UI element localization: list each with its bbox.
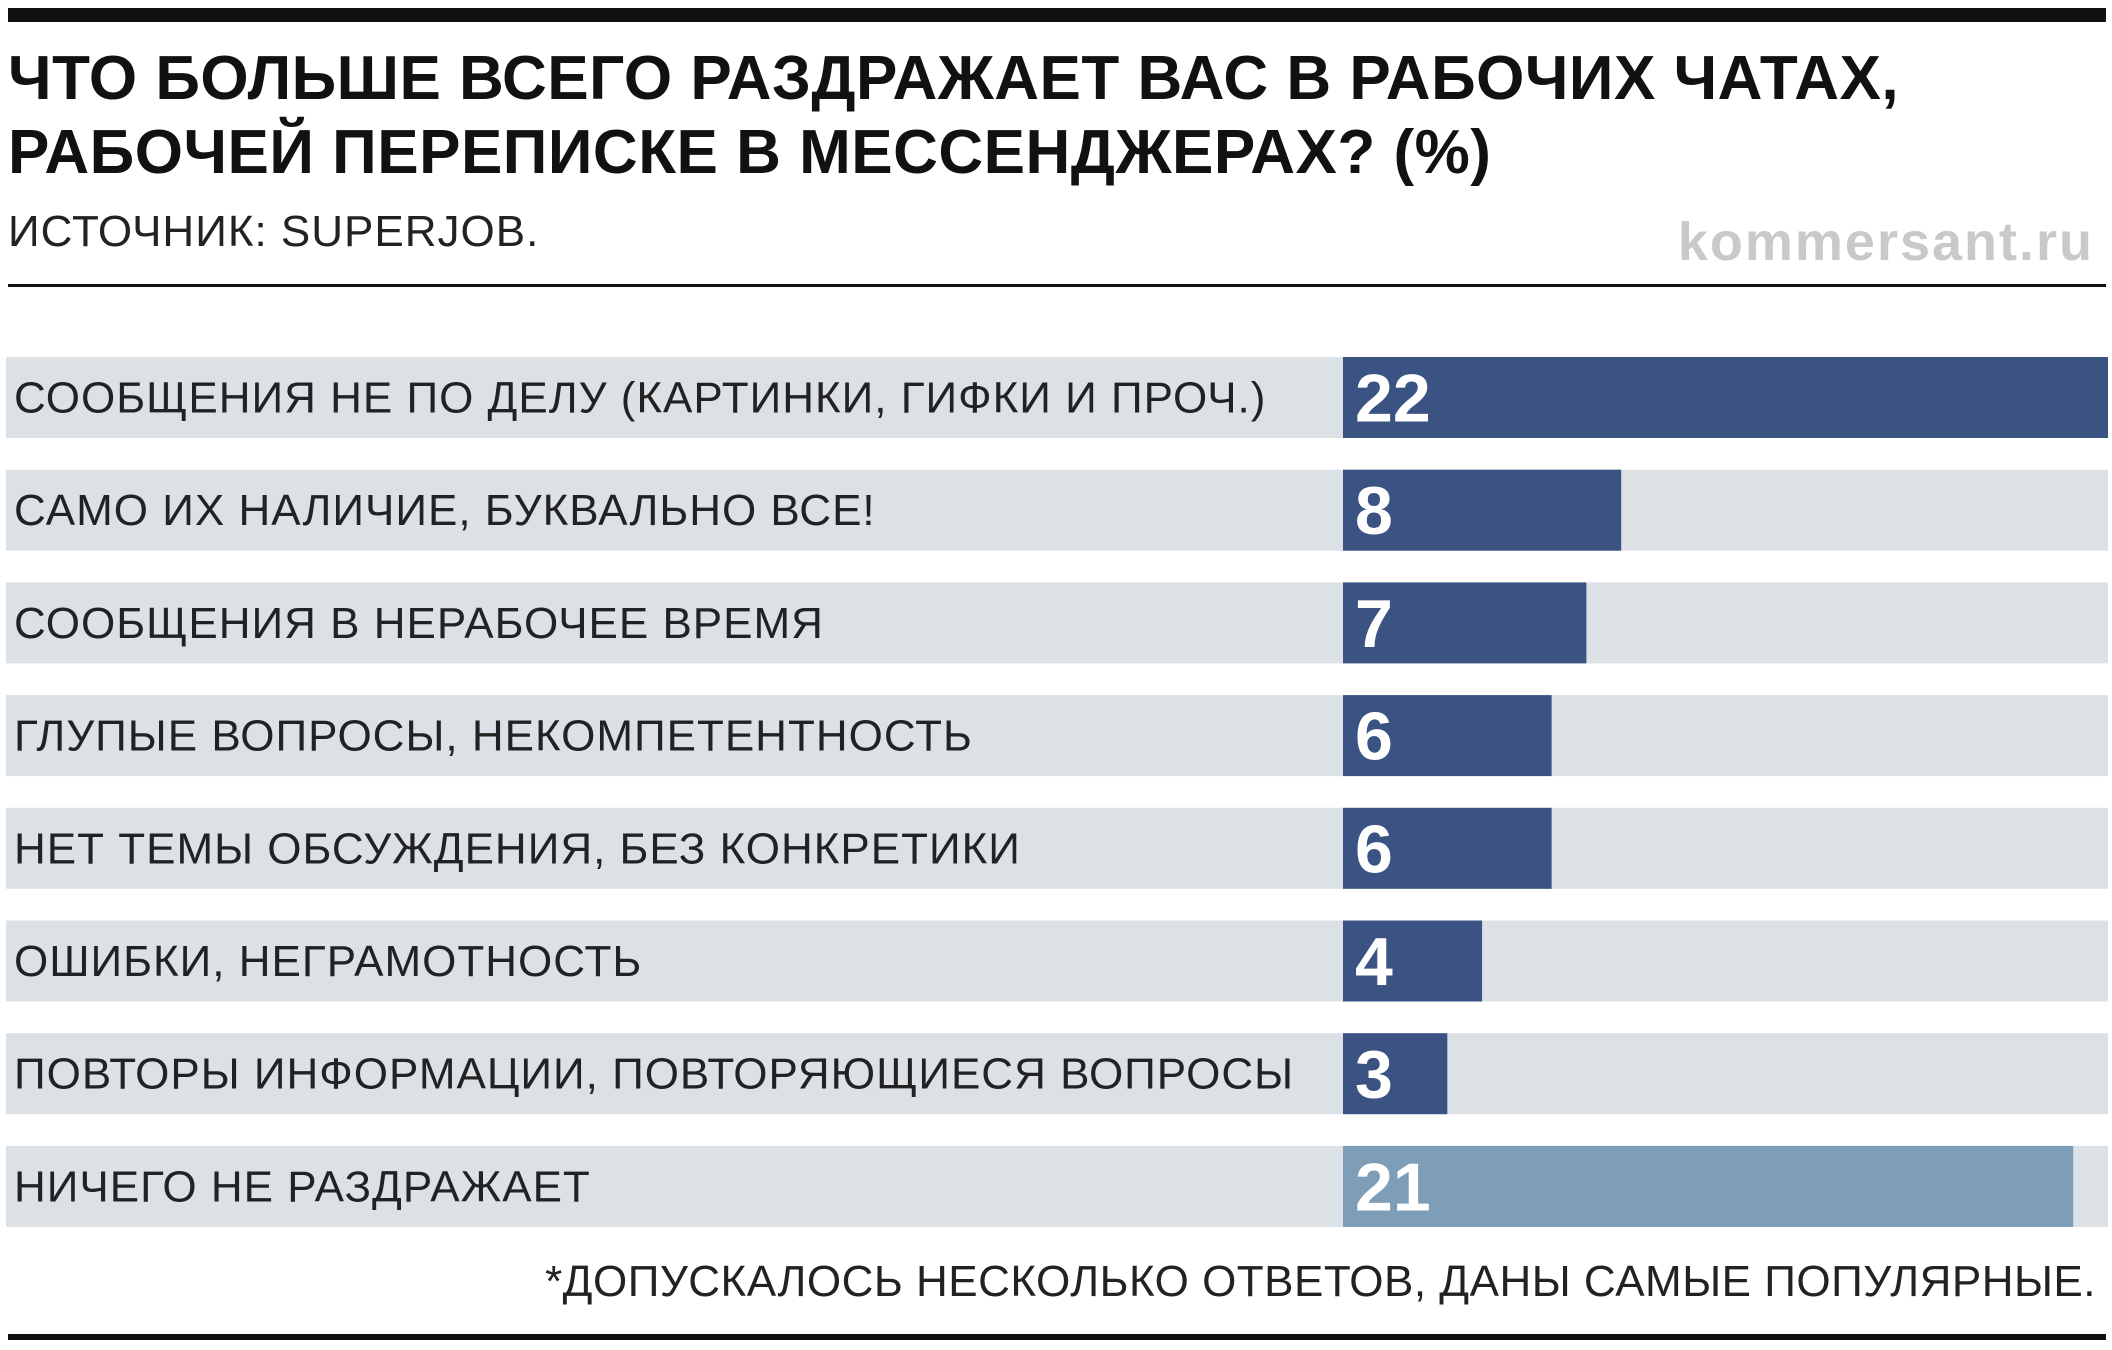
brand-watermark: kommersant.ru xyxy=(1677,212,2094,272)
bar-row-background xyxy=(6,920,2108,1002)
bar-row-background xyxy=(6,582,2108,664)
bar-value-label: 6 xyxy=(1355,811,1393,887)
bar-value-label: 8 xyxy=(1355,473,1393,549)
bar-row-background xyxy=(6,695,2108,777)
category-label: САМО ИХ НАЛИЧИЕ, БУКВАЛЬНО ВСЕ! xyxy=(14,486,876,535)
bar xyxy=(1343,469,1622,551)
category-label: СООБЩЕНИЯ В НЕРАБОЧЕЕ ВРЕМЯ xyxy=(14,599,824,648)
bar-row-background xyxy=(6,1033,2108,1115)
category-label: ПОВТОРЫ ИНФОРМАЦИИ, ПОВТОРЯЮЩИЕСЯ ВОПРОС… xyxy=(14,1050,1294,1099)
bar xyxy=(1343,807,1552,889)
bar xyxy=(1343,695,1552,777)
category-label: ГЛУПЫЕ ВОПРОСЫ, НЕКОМПЕТЕНТНОСТЬ xyxy=(14,712,973,761)
chart-title: ЧТО БОЛЬШЕ ВСЕГО РАЗДРАЖАЕТ ВАС В РАБОЧИ… xyxy=(8,44,1900,187)
top-rule xyxy=(8,8,2106,22)
bar-value-label: 6 xyxy=(1355,699,1393,775)
bar xyxy=(1343,1145,2074,1227)
bar-row-background xyxy=(6,469,2108,551)
bar-value-label: 21 xyxy=(1355,1149,1431,1225)
bar xyxy=(1343,920,1483,1002)
bar-value-label: 7 xyxy=(1355,586,1393,662)
bar xyxy=(1343,1033,1448,1115)
bar xyxy=(1343,582,1587,664)
bar-value-label: 3 xyxy=(1355,1037,1393,1113)
category-label: ОШИБКИ, НЕГРАМОТНОСТЬ xyxy=(14,937,642,986)
bottom-rule xyxy=(8,1334,2106,1340)
header-divider xyxy=(8,284,2106,287)
source-note: ИСТОЧНИК: SUPERJOB. xyxy=(8,207,540,256)
category-label: СООБЩЕНИЯ НЕ ПО ДЕЛУ (КАРТИНКИ, ГИФКИ И … xyxy=(14,374,1266,423)
category-label: НИЧЕГО НЕ РАЗДРАЖАЕТ xyxy=(14,1162,591,1211)
bar-value-label: 4 xyxy=(1355,924,1393,1000)
bar-value-label: 22 xyxy=(1355,361,1431,437)
footnote: *ДОПУСКАЛОСЬ НЕСКОЛЬКО ОТВЕТОВ, ДАНЫ САМ… xyxy=(545,1257,2096,1306)
category-label: НЕТ ТЕМЫ ОБСУЖДЕНИЯ, БЕЗ КОНКРЕТИКИ xyxy=(14,824,1021,873)
bar-row-background xyxy=(6,807,2108,889)
bar xyxy=(1343,357,2108,438)
